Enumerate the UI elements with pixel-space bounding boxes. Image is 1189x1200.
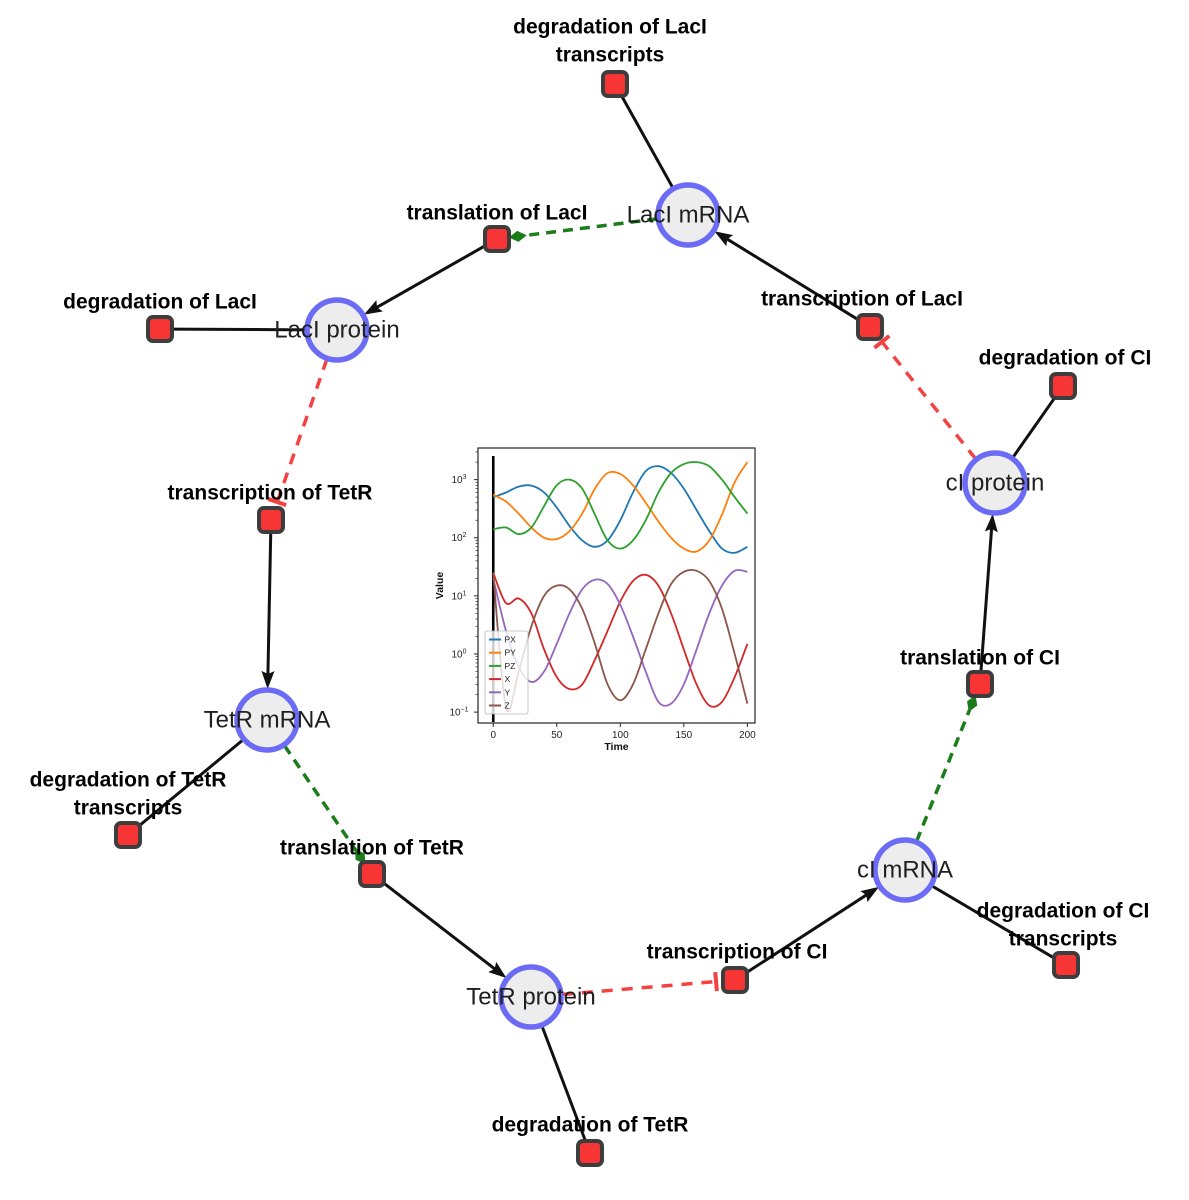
edge-tc_cI-cI_mRNA: [744, 893, 869, 975]
chart-xlabel: Time: [604, 741, 628, 753]
species-node-tetR_prot: [498, 964, 564, 1030]
reaction-label-deg_tetR_tx-line2: transcripts: [74, 797, 183, 820]
chart-legend-label-Y: Y: [505, 687, 511, 697]
edge-tl_lacI-lacI_prot: [375, 243, 488, 310]
chart-xtick-label: 150: [676, 730, 693, 741]
chart-series-X: [492, 572, 749, 708]
edge-tl_tetR-tetR_prot-arrowhead-icon: [488, 961, 507, 979]
reaction-node-tl_cI: [966, 670, 994, 698]
inset-chart: 0 50 100 150 200 10−1 100 101 102 103 Time Value PX P…: [434, 447, 756, 753]
chart-legend-label-PY: PY: [505, 648, 517, 658]
reaction-label-deg_cI_tx-line1: degradation of CI: [977, 900, 1150, 923]
edges-layer: [136, 93, 1058, 1143]
chart-xtick-label: 100: [612, 730, 629, 741]
chart-ytick-label: 10−1: [449, 707, 468, 719]
reaction-label-deg_tetR: degradation of TetR: [492, 1114, 689, 1137]
chart-series-PY: [492, 461, 749, 553]
reaction-label-deg_tetR_tx-line1: degradation of TetR: [30, 769, 227, 792]
edge-lacI_prot-tc_tetR-tbar-icon: [267, 497, 287, 508]
edge-tetR_mRNA-tl_tetR: [283, 744, 358, 852]
chart-legend-label-Z: Z: [505, 701, 510, 711]
reaction-label-deg_lacI_tx-line1: degradation of LacI: [513, 16, 707, 39]
species-node-cI_mRNA: [872, 837, 938, 903]
edge-tl_lacI-lacI_prot-arrowhead-icon: [363, 300, 383, 315]
reaction-label-deg_lacI: degradation of LacI: [63, 291, 257, 314]
chart-xtick-label: 200: [739, 730, 756, 741]
edge-cI_mRNA-tl_cI: [914, 709, 972, 842]
reaction-node-deg_lacI_tx: [601, 70, 629, 98]
chart-series-PX: [492, 465, 748, 554]
reaction-label-deg_cI_tx-line2: transcripts: [1009, 928, 1118, 951]
edge-tetR_prot-tc_cI-tbar-icon: [713, 971, 719, 992]
edge-tetR_prot-tc_cI: [561, 979, 717, 997]
chart-ytick-label: 100: [451, 649, 466, 661]
chart-ytick-label: 103: [451, 474, 466, 486]
edge-tetR_prot-deg_tetR: [540, 1025, 588, 1143]
species-label-tetR_mRNA: TetR mRNA: [204, 707, 331, 734]
edge-lacI_mRNA-deg_lacI_tx: [619, 93, 675, 189]
reaction-label-tc_lacI: transcription of LacI: [761, 288, 963, 311]
chart-xtick-label: 0: [490, 730, 496, 741]
edge-cI_prot-deg_cI: [1011, 394, 1058, 459]
chart-legend-label-X: X: [505, 674, 511, 684]
edge-lacI_prot-tc_tetR: [275, 358, 329, 503]
species-label-lacI_prot: LacI protein: [274, 317, 399, 344]
edge-tc_lacI-lacI_mRNA-arrowhead-icon: [714, 231, 734, 247]
edge-tl_cI-cI_prot: [979, 527, 994, 673]
edge-tl_cI-cI_prot-arrowhead-icon: [984, 513, 998, 533]
species-node-lacI_prot: [304, 297, 370, 363]
chart-ytick-label: 102: [451, 532, 466, 544]
edge-tc_tetR-tetR_mRNA: [266, 531, 273, 676]
edge-lacI_mRNA-tl_lacI-diamond-arrowhead-icon: [508, 230, 527, 242]
edge-cI_mRNA-tl_cI-diamond-arrowhead-icon: [967, 695, 978, 712]
edge-lacI_prot-deg_lacI: [171, 327, 307, 332]
chart-legend-label-PX: PX: [505, 635, 517, 645]
reaction-node-deg_tetR: [576, 1139, 604, 1167]
species-label-cI_prot: cI protein: [946, 470, 1045, 497]
chart-legend-label-PZ: PZ: [505, 661, 516, 671]
species-label-cI_mRNA: cI mRNA: [857, 857, 953, 884]
reaction-label-tl_cI: translation of CI: [900, 647, 1060, 670]
chart-frame: [477, 447, 756, 724]
edge-cI_mRNA-deg_cI_tx: [930, 884, 1057, 961]
species-label-lacI_mRNA: LacI mRNA: [627, 202, 750, 229]
chart-ylabel: Value: [434, 572, 446, 600]
edge-tc_lacI-lacI_mRNA: [725, 237, 861, 322]
reaction-label-deg_lacI_tx-line2: transcripts: [556, 44, 665, 67]
reaction-label-deg_cI: degradation of CI: [979, 347, 1152, 370]
edge-cI_prot-tc_lacI-tbar-icon: [873, 334, 891, 350]
reaction-node-tc_cI: [721, 966, 749, 994]
species-label-tetR_prot: TetR protein: [466, 984, 595, 1011]
reaction-label-tc_tetR: transcription of TetR: [168, 482, 373, 505]
reaction-node-tl_lacI: [483, 225, 511, 253]
edge-tetR_mRNA-deg_tetR_tx: [136, 738, 245, 829]
chart-series-PZ: [493, 461, 749, 550]
edge-tc_tetR-tetR_mRNA-arrowhead-icon: [261, 670, 275, 690]
reaction-label-tl_lacI: translation of LacI: [407, 202, 588, 225]
reaction-node-deg_cI: [1049, 372, 1077, 400]
reaction-node-deg_lacI: [146, 315, 174, 343]
species-node-cI_prot: [962, 450, 1028, 516]
reaction-node-tc_tetR: [257, 506, 285, 534]
chart-ytick-label: 101: [451, 590, 466, 602]
species-node-tetR_mRNA: [234, 687, 300, 753]
edge-cI_prot-tc_lacI: [880, 340, 977, 460]
reaction-node-deg_tetR_tx: [114, 821, 142, 849]
chart-xtick-label: 50: [551, 730, 563, 741]
edge-tl_tetR-tetR_prot: [380, 880, 497, 971]
reaction-node-tl_tetR: [358, 860, 386, 888]
chart-series-Z: [492, 568, 749, 713]
labels-layer: LacI mRNA LacI protein cI protein TetR mRNA…: [30, 16, 1152, 1137]
edge-lacI_mRNA-tl_lacI: [524, 217, 658, 238]
reaction-label-tc_cI: transcription of CI: [647, 941, 828, 964]
species-node-lacI_mRNA: [655, 182, 721, 248]
nodes-layer: [114, 70, 1080, 1167]
reaction-label-tl_tetR: translation of TetR: [280, 837, 464, 860]
reaction-node-deg_cI_tx: [1052, 951, 1080, 979]
chart-series-Y: [492, 569, 748, 707]
edge-tc_cI-cI_mRNA-arrowhead-icon: [860, 886, 879, 903]
reaction-node-tc_lacI: [856, 313, 884, 341]
